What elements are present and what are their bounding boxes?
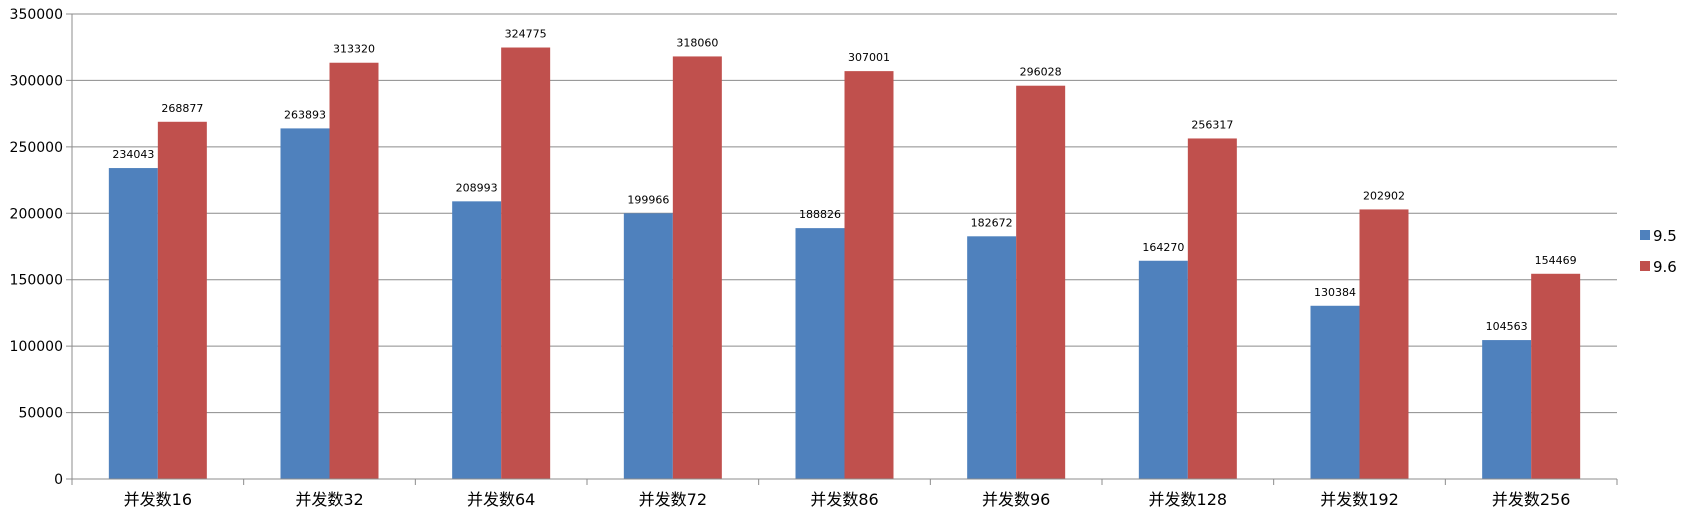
y-tick-label: 250000	[10, 140, 63, 156]
data-label: 182672	[971, 216, 1013, 229]
data-label: 263893	[284, 108, 326, 121]
legend: 9.5 9.6	[1640, 227, 1677, 276]
x-tick-label: 并发数192	[1320, 490, 1399, 509]
data-label: 313320	[333, 43, 375, 56]
bar	[844, 71, 894, 479]
legend-swatch	[1640, 261, 1650, 271]
y-tick-label: 350000	[10, 7, 63, 23]
x-tick-label: 并发数96	[982, 490, 1050, 509]
data-label: 202902	[1363, 189, 1405, 202]
x-tick-label: 并发数128	[1149, 490, 1228, 509]
legend-swatch	[1640, 230, 1650, 240]
data-label: 234043	[112, 148, 154, 161]
y-tick-label: 150000	[10, 273, 63, 289]
bar	[672, 56, 722, 479]
data-label: 268877	[161, 102, 203, 115]
y-tick-label: 200000	[10, 206, 63, 222]
bar	[967, 236, 1017, 479]
axes	[71, 14, 1618, 485]
x-axis-tick-labels: 并发数16 并发数32 并发数64 并发数72 并发数86 并发数96 并发数128 并发数1…	[124, 490, 1571, 509]
x-tick-label: 并发数256	[1492, 490, 1571, 509]
bar	[1138, 260, 1188, 479]
x-tick-label: 并发数64	[467, 490, 535, 509]
bar	[108, 168, 158, 479]
bar	[1359, 209, 1409, 479]
bars	[108, 47, 1581, 480]
bar	[501, 47, 551, 479]
x-tick-label: 并发数32	[295, 490, 363, 509]
bar	[280, 128, 330, 480]
data-label: 104563	[1486, 320, 1528, 333]
x-tick-label: 并发数86	[810, 490, 878, 509]
y-tick-label: 50000	[18, 406, 63, 422]
data-label: 154469	[1535, 254, 1577, 267]
bar	[1310, 305, 1360, 479]
data-label: 188826	[799, 208, 841, 221]
data-label: 256317	[1191, 118, 1233, 131]
bar	[1531, 273, 1581, 479]
bar	[1016, 85, 1066, 479]
bar	[329, 62, 379, 480]
bar	[795, 228, 845, 479]
data-label: 307001	[848, 51, 890, 64]
x-tick-label: 并发数72	[639, 490, 707, 509]
y-tick-label: 300000	[10, 73, 63, 89]
bar	[1187, 138, 1237, 480]
legend-label: 9.6	[1653, 258, 1677, 276]
bar	[452, 201, 502, 479]
bar	[157, 121, 207, 479]
data-label: 318060	[676, 36, 718, 49]
y-tick-label: 100000	[10, 339, 63, 355]
data-labels: 234043 268877 263893 313320 208993 324775 1999…	[112, 28, 1576, 334]
x-tick-label: 并发数16	[124, 490, 192, 509]
data-label: 324775	[505, 28, 547, 41]
data-label: 208993	[456, 181, 498, 194]
y-tick-label: 0	[54, 472, 63, 488]
data-label: 130384	[1314, 286, 1356, 299]
legend-label: 9.5	[1653, 227, 1677, 245]
data-label: 296028	[1020, 66, 1062, 79]
bar	[1482, 340, 1532, 479]
data-label: 199966	[627, 193, 669, 206]
bar	[623, 213, 673, 480]
y-axis-tick-labels: 0 50000 100000 150000 200000 250000 300000 3500…	[10, 7, 63, 488]
data-label: 164270	[1142, 241, 1184, 254]
